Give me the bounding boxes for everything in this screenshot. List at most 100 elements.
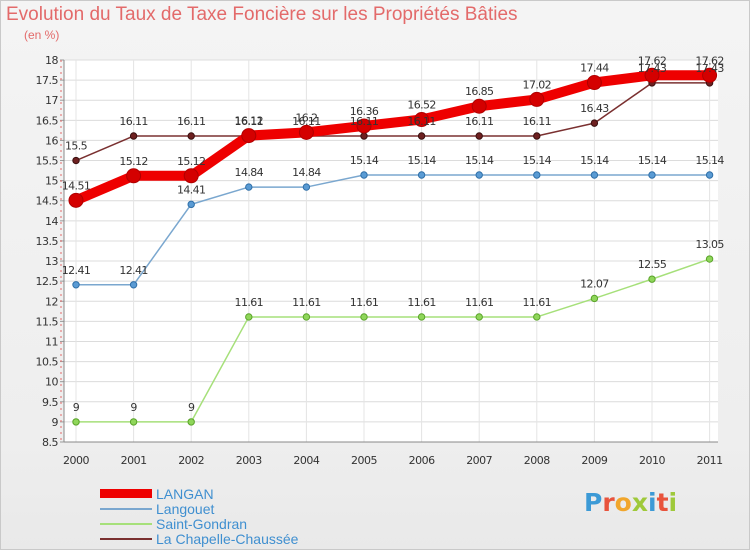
y-tick-label: 13.5 [36, 235, 59, 248]
x-tick-label: 2005 [351, 454, 377, 467]
data-label-saint-gondran: 11.61 [292, 296, 321, 309]
data-label-la-chapelle-chauss-e: 15.5 [65, 140, 88, 153]
data-point-langan [529, 91, 545, 107]
data-label-saint-gondran: 11.61 [465, 296, 494, 309]
data-point-langouet [245, 183, 253, 191]
data-label-la-chapelle-chauss-e: 16.43 [580, 102, 609, 115]
logo-letter: x [631, 488, 648, 517]
legend-item-langouet[interactable]: Langouet [100, 501, 298, 516]
data-point-langouet [360, 171, 368, 179]
data-label-la-chapelle-chauss-e: 16.11 [177, 115, 206, 128]
logo-letter: P [584, 488, 603, 517]
data-point-langan [68, 192, 84, 208]
y-tick-label: 14.5 [36, 195, 59, 208]
data-point-saint-gondran [360, 313, 368, 321]
data-label-la-chapelle-chauss-e: 16.11 [235, 115, 264, 128]
logo-letter: o [614, 488, 632, 517]
data-point-langouet [72, 281, 80, 289]
x-tick-label: 2006 [409, 454, 435, 467]
data-point-saint-gondran [590, 294, 599, 303]
data-label-la-chapelle-chauss-e: 16.11 [119, 115, 148, 128]
data-point-langan [183, 168, 199, 184]
data-label-saint-gondran: 13.05 [695, 238, 724, 251]
data-label-langan: 17.44 [580, 62, 609, 75]
x-tick-label: 2011 [697, 454, 723, 467]
legend-label-langan: LANGAN [156, 485, 214, 502]
data-label-langan: 15.12 [177, 155, 206, 168]
data-point-saint-gondran [705, 255, 714, 263]
x-tick-label: 2010 [639, 454, 665, 467]
data-point-langouet [533, 171, 541, 179]
data-point-langan [586, 75, 602, 91]
y-tick-label: 12.5 [36, 275, 59, 288]
data-label-la-chapelle-chauss-e: 16.11 [350, 115, 379, 128]
data-label-langan: 17.62 [695, 54, 724, 67]
data-label-langouet: 12.41 [119, 264, 148, 277]
data-point-saint-gondran [533, 313, 541, 321]
data-label-saint-gondran: 11.61 [407, 296, 436, 309]
data-point-saint-gondran [129, 418, 138, 426]
data-point-la-chapelle-chauss-e [187, 132, 195, 140]
legend-label-langouet: Langouet [156, 500, 215, 517]
data-point-la-chapelle-chauss-e [590, 119, 599, 127]
x-tick-label: 2007 [466, 454, 492, 467]
legend-item-langan[interactable]: LANGAN [100, 486, 298, 501]
proxiti-logo: Proxiti [584, 488, 677, 517]
y-tick-label: 14 [45, 215, 58, 228]
y-tick-label: 17.5 [36, 74, 59, 87]
data-label-langouet: 12.41 [62, 264, 91, 277]
data-label-saint-gondran: 12.07 [580, 277, 609, 290]
series-line-la-chapelle-chauss-e [75, 82, 711, 162]
y-tick-label: 11.5 [36, 315, 59, 328]
legend-label-la-chapelle-chaussee: La Chapelle-Chaussée [156, 530, 299, 547]
data-label-langan: 16.2 [295, 111, 317, 124]
data-point-saint-gondran [417, 313, 426, 321]
y-tick-label: 8.5 [42, 436, 58, 449]
data-label-la-chapelle-chauss-e: 16.11 [523, 115, 552, 128]
plot-area [64, 60, 718, 442]
y-tick-label: 15.5 [36, 155, 59, 168]
data-point-langan [471, 98, 487, 114]
legend-item-saint-gondran[interactable]: Saint-Gondran [100, 516, 298, 531]
series-line-saint-gondran [75, 258, 711, 423]
data-point-langouet [590, 171, 599, 179]
data-point-langan [126, 168, 142, 184]
data-label-langan: 16.12 [235, 115, 264, 128]
data-point-saint-gondran [245, 313, 253, 321]
y-tick-label: 18 [45, 54, 58, 67]
y-tick-label: 16.5 [36, 114, 59, 127]
data-point-langan [414, 112, 430, 128]
legend-item-la-chapelle-chaussee[interactable]: La Chapelle-Chaussée [100, 531, 298, 546]
data-label-langan: 17.02 [523, 78, 552, 91]
data-label-langan: 16.36 [350, 105, 379, 118]
data-label-saint-gondran: 11.61 [350, 296, 379, 309]
series-line-langan [71, 70, 715, 206]
y-tick-label: 17 [45, 94, 58, 107]
data-point-la-chapelle-chauss-e [417, 132, 426, 140]
data-label-saint-gondran: 11.61 [523, 296, 552, 309]
data-label-langouet: 14.41 [177, 183, 206, 196]
data-label-saint-gondran: 12.55 [638, 258, 667, 271]
data-label-la-chapelle-chauss-e: 16.11 [407, 115, 436, 128]
data-label-saint-gondran: 9 [188, 401, 195, 414]
data-label-langouet: 15.14 [350, 154, 379, 167]
legend-label-saint-gondran: Saint-Gondran [156, 515, 248, 532]
data-label-langouet: 14.84 [235, 166, 264, 179]
data-point-langouet [705, 171, 714, 179]
legend-swatch-langan [100, 489, 152, 498]
x-tick-label: 2002 [178, 454, 204, 467]
data-label-langan: 16.52 [407, 99, 436, 112]
data-label-langouet: 15.14 [638, 154, 667, 167]
data-label-langouet: 15.14 [465, 154, 494, 167]
y-tick-label: 13 [45, 255, 58, 268]
data-point-saint-gondran [475, 313, 483, 321]
chart-title: Evolution du Taux de Taxe Foncière sur l… [6, 4, 518, 25]
data-point-la-chapelle-chauss-e [533, 132, 541, 140]
logo-letter: r [602, 488, 615, 517]
series-line-langouet [75, 174, 711, 286]
data-label-langouet: 15.14 [523, 154, 552, 167]
logo-letter: i [648, 488, 657, 517]
data-point-langouet [417, 171, 426, 179]
chart-subtitle: (en %) [24, 28, 60, 42]
data-point-langan [241, 128, 257, 144]
